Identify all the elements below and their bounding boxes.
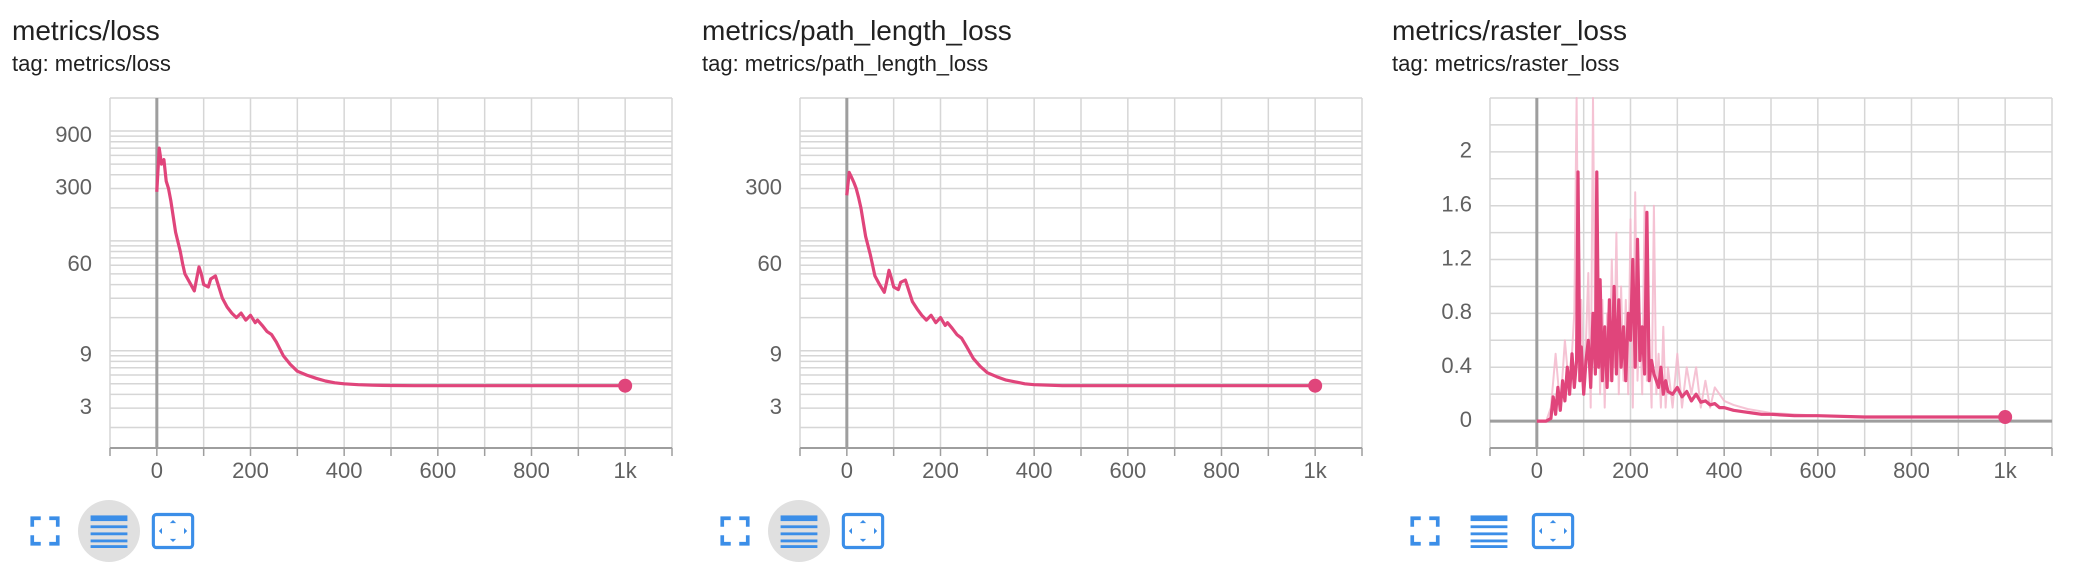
data-table-icon	[90, 515, 128, 548]
x-tick-label: 800	[1893, 458, 1930, 480]
chart-card-raster-loss: metrics/raster_loss tag: metrics/raster_…	[1380, 0, 2060, 576]
y-tick-label: 3	[770, 394, 782, 419]
y-tick-label: 300	[55, 174, 92, 199]
x-tick-label: 200	[232, 458, 269, 480]
fit-domain-icon	[151, 512, 195, 550]
x-tick-label: 1k	[1304, 458, 1328, 480]
chart-title: metrics/raster_loss	[1392, 15, 1627, 46]
series-line	[845, 170, 1316, 388]
fullscreen-icon	[720, 516, 750, 546]
chart-plot-raster-loss[interactable]: 0 200 400 600 800 1k 0 0.4 0.8 1.2 1.6 2	[1380, 90, 2060, 480]
chart-plot-loss[interactable]: 0 200 400 600 800 1k 3 9 60 300 900	[0, 90, 680, 480]
last-point-marker	[618, 378, 633, 393]
chart-card-path-length-loss: metrics/path_length_loss tag: metrics/pa…	[690, 0, 1370, 576]
fullscreen-button[interactable]	[704, 500, 766, 562]
y-tick-label: 900	[55, 122, 92, 147]
x-tick-label: 600	[1109, 458, 1146, 480]
fit-domain-icon	[1531, 512, 1575, 550]
x-tick-label: 200	[1612, 458, 1649, 480]
y-tick-label: 0.4	[1441, 353, 1472, 378]
x-tick-label: 0	[151, 458, 163, 480]
fullscreen-icon	[30, 516, 60, 546]
y-tick-label: 0	[1460, 407, 1472, 432]
data-table-icon	[1470, 515, 1508, 548]
x-tick-label: 800	[1203, 458, 1240, 480]
chart-title: metrics/path_length_loss	[702, 15, 1012, 46]
chart-tag: tag: metrics/path_length_loss	[702, 51, 989, 76]
x-tick-label: 200	[922, 458, 959, 480]
chart-plot-path-length-loss[interactable]: 0 200 400 600 800 1k 3 9 60 300	[690, 90, 1370, 480]
y-tick-label: 300	[745, 174, 782, 199]
chart-tag: tag: metrics/loss	[12, 51, 171, 76]
x-tick-label: 400	[326, 458, 363, 480]
chart-card-loss: metrics/loss tag: metrics/loss 0 200 400 60…	[0, 0, 680, 576]
fit-domain-button[interactable]	[1522, 500, 1584, 562]
fullscreen-icon	[1410, 516, 1440, 546]
data-table-button[interactable]	[768, 500, 830, 562]
x-tick-label: 800	[513, 458, 550, 480]
chart-tag: tag: metrics/raster_loss	[1392, 51, 1620, 76]
y-tick-label: 2	[1460, 138, 1472, 163]
x-tick-label: 0	[841, 458, 853, 480]
y-tick-label: 0.8	[1441, 299, 1472, 324]
fit-domain-icon	[841, 512, 885, 550]
fullscreen-button[interactable]	[1394, 500, 1456, 562]
series-line	[1536, 170, 2006, 423]
data-table-button[interactable]	[1458, 500, 1520, 562]
x-tick-label: 1k	[1994, 458, 2018, 480]
fullscreen-button[interactable]	[14, 500, 76, 562]
y-tick-label: 1.2	[1441, 245, 1472, 270]
x-tick-label: 0	[1531, 458, 1543, 480]
x-tick-label: 1k	[614, 458, 638, 480]
fit-domain-button[interactable]	[142, 500, 204, 562]
series-line	[155, 146, 626, 388]
x-tick-label: 400	[1016, 458, 1053, 480]
y-tick-label: 3	[80, 394, 92, 419]
chart-title: metrics/loss	[12, 15, 160, 46]
data-table-button[interactable]	[78, 500, 140, 562]
fit-domain-button[interactable]	[832, 500, 894, 562]
y-tick-label: 1.6	[1441, 192, 1472, 217]
y-tick-label: 9	[80, 342, 92, 367]
y-tick-label: 60	[68, 251, 92, 276]
last-point-marker	[1308, 378, 1323, 393]
y-tick-label: 60	[758, 251, 782, 276]
x-tick-label: 600	[419, 458, 456, 480]
y-tick-label: 9	[770, 342, 782, 367]
x-tick-label: 600	[1799, 458, 1836, 480]
data-table-icon	[780, 515, 818, 548]
last-point-marker	[1998, 410, 2013, 425]
x-tick-label: 400	[1706, 458, 1743, 480]
